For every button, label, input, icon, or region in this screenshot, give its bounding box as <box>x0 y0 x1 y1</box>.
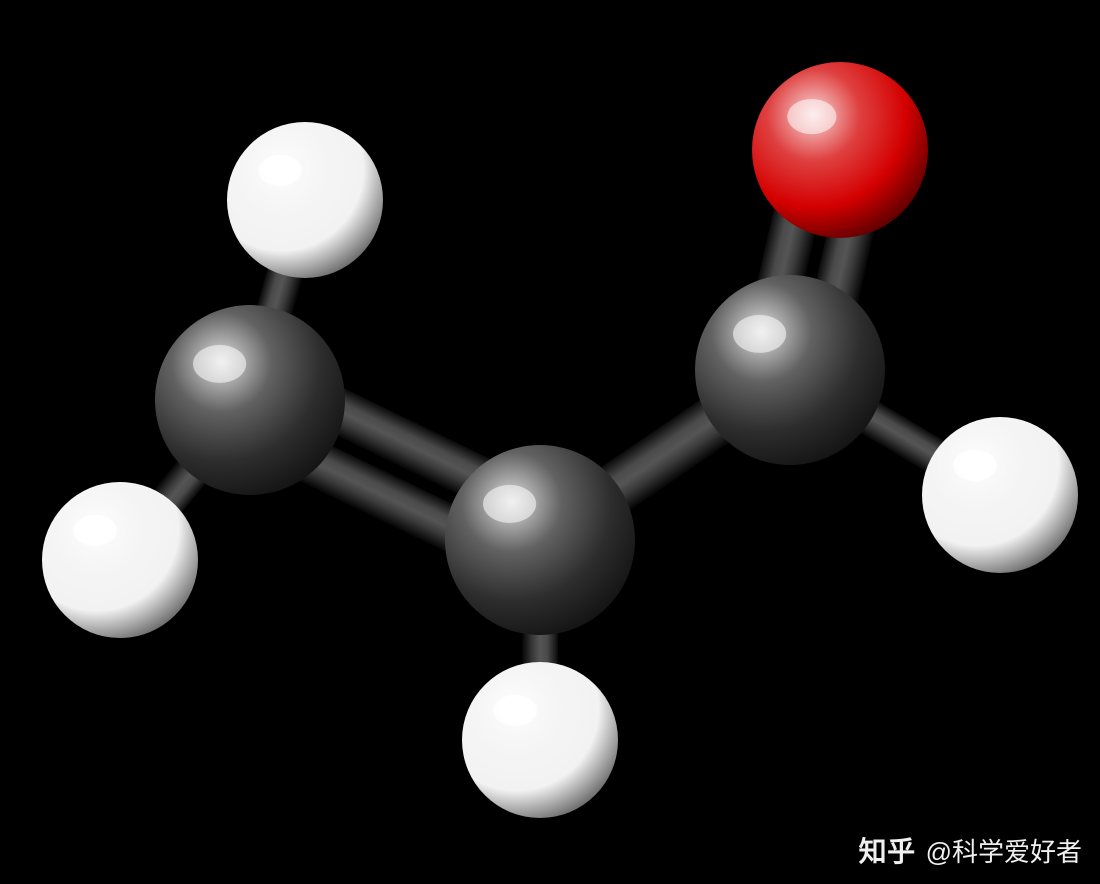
molecule-svg <box>0 0 1100 884</box>
specular-highlight <box>953 450 997 481</box>
atom-C1 <box>155 305 345 495</box>
specular-highlight <box>73 515 117 546</box>
atom-C3 <box>695 275 885 465</box>
specular-highlight <box>493 695 537 726</box>
specular-highlight <box>258 155 302 186</box>
atom-H4 <box>922 417 1078 573</box>
specular-highlight <box>193 345 246 383</box>
atom-H2 <box>42 482 198 638</box>
molecule-render-stage: 知乎 @科学爱好者 <box>0 0 1100 884</box>
specular-highlight <box>483 485 536 523</box>
atom-O1 <box>752 62 928 238</box>
specular-highlight <box>787 99 836 134</box>
specular-highlight <box>733 315 786 353</box>
atom-H3 <box>462 662 618 818</box>
atom-H1 <box>227 122 383 278</box>
atom-C2 <box>445 445 635 635</box>
